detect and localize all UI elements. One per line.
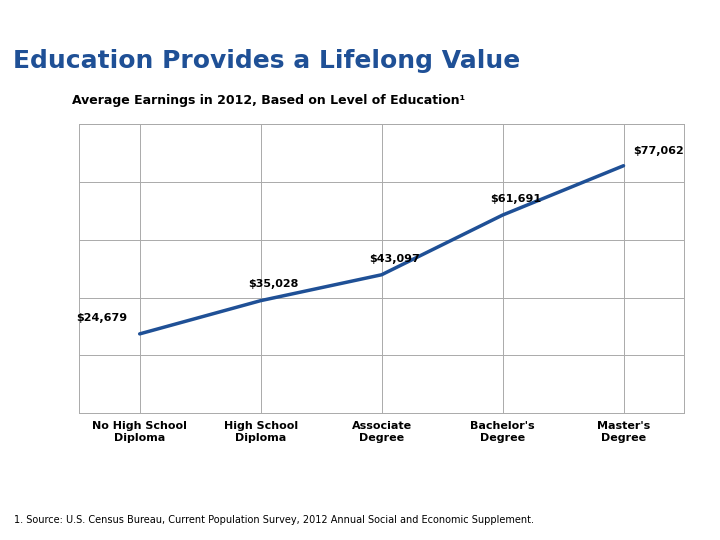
Text: Average Earnings in 2012, Based on Level of Education¹: Average Earnings in 2012, Based on Level… <box>72 94 465 107</box>
Text: 4: 4 <box>703 9 711 22</box>
Text: $61,691: $61,691 <box>490 194 541 204</box>
Text: $35,028: $35,028 <box>248 279 299 289</box>
Text: Education Provides a Lifelong Value: Education Provides a Lifelong Value <box>13 49 521 72</box>
Text: $43,097: $43,097 <box>369 253 420 264</box>
Text: $24,679: $24,679 <box>76 313 127 322</box>
Text: $77,062: $77,062 <box>633 146 684 156</box>
Text: 1. Source: U.S. Census Bureau, Current Population Survey, 2012 Annual Social and: 1. Source: U.S. Census Bureau, Current P… <box>14 515 534 525</box>
